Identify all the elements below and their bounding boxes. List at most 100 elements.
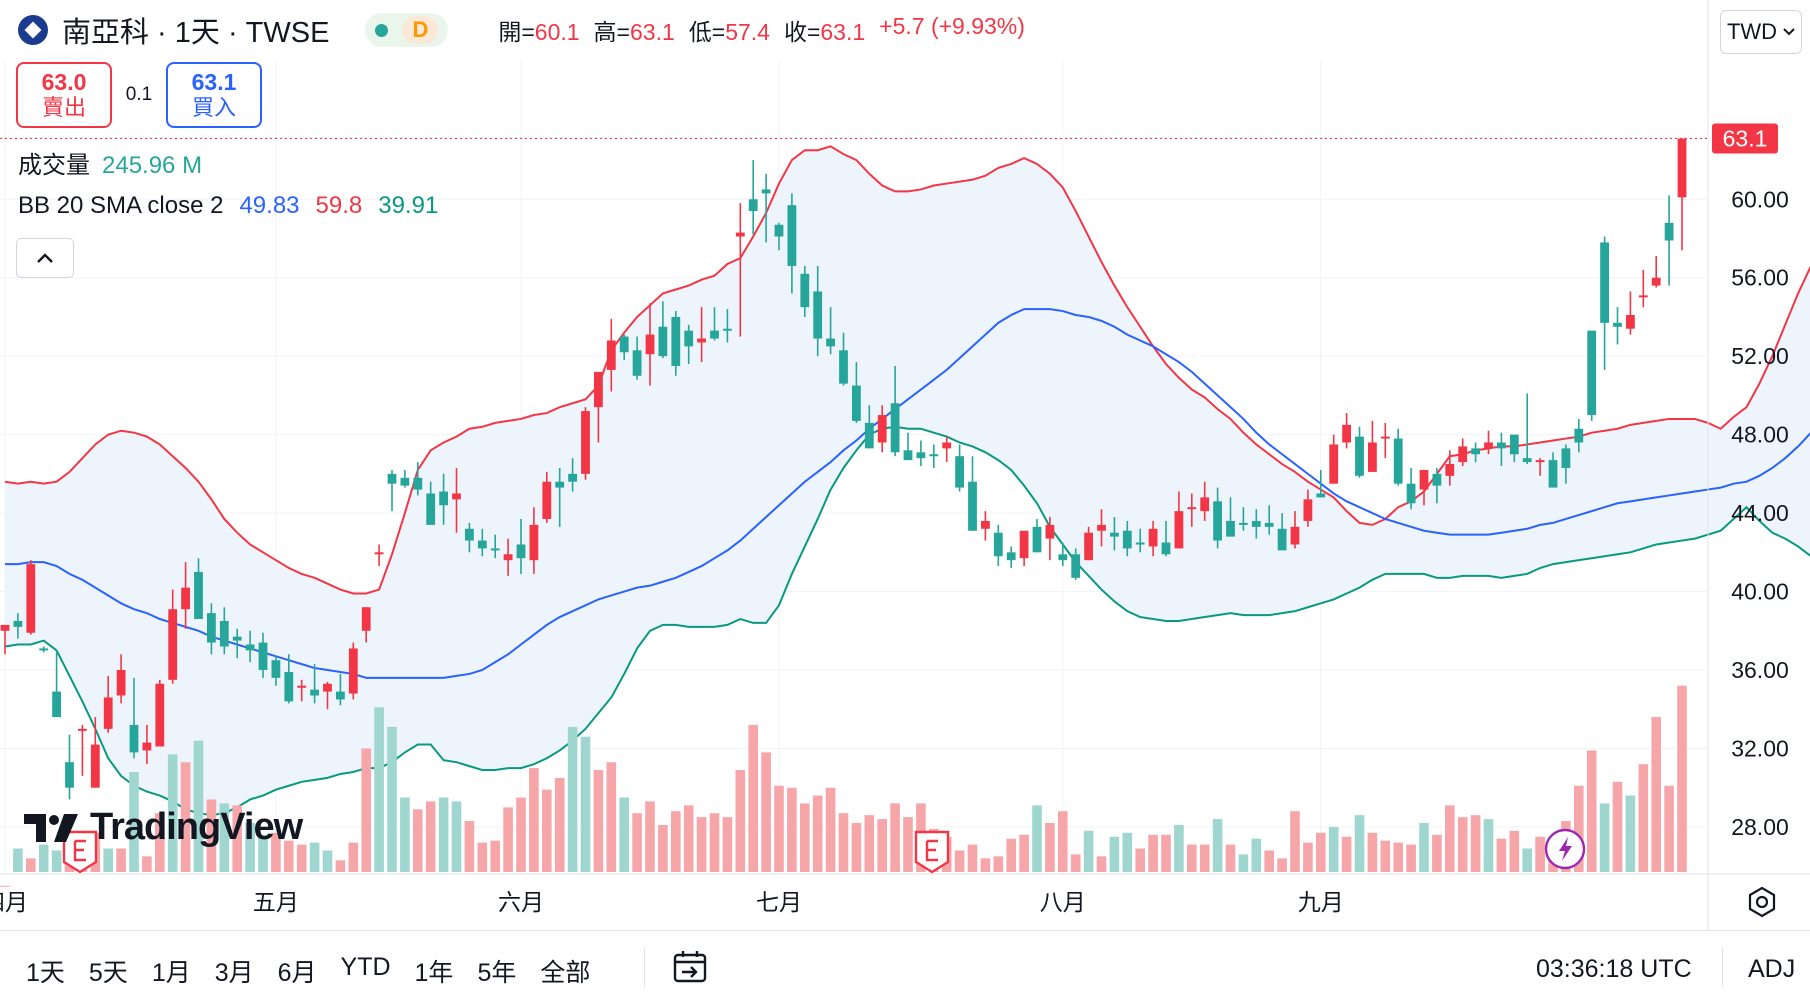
- candle: [826, 307, 835, 355]
- candle: [65, 734, 74, 800]
- volume-bar: [232, 805, 242, 872]
- candle-body: [955, 456, 964, 488]
- candle-body: [374, 552, 384, 555]
- candle-body: [323, 683, 332, 692]
- candle: [1677, 138, 1687, 251]
- adjustment-toggle[interactable]: ADJ: [1748, 955, 1796, 983]
- candle-body: [297, 685, 307, 688]
- range-6m[interactable]: 6月: [277, 959, 317, 987]
- volume-bar: [1354, 815, 1365, 872]
- candles: [0, 138, 1687, 800]
- candle: [877, 405, 887, 453]
- chart-header: 南亞科 · 1天 · TWSE D 開=60.1 高=63.1 低=57.4 收…: [18, 10, 1025, 50]
- candle-body: [477, 540, 487, 549]
- candle: [1458, 438, 1468, 467]
- candle: [103, 675, 113, 733]
- volume-bar: [155, 813, 165, 872]
- candle-body: [26, 564, 36, 633]
- volume-bar: [890, 803, 900, 872]
- candle: [1006, 546, 1016, 569]
- sell-button[interactable]: 63.0 賣出: [16, 62, 112, 128]
- candle-body: [542, 481, 552, 519]
- volume-bar: [1225, 844, 1236, 872]
- candle-body: [1471, 448, 1480, 455]
- candle: [1264, 505, 1274, 535]
- candle-body: [1497, 442, 1506, 449]
- candle: [813, 265, 823, 357]
- volume-bar: [1199, 844, 1210, 872]
- candle: [1587, 330, 1597, 421]
- ohlc-change: +5.7 (+9.93%): [879, 13, 1025, 39]
- candle-body: [452, 493, 461, 500]
- candle: [232, 628, 242, 659]
- volume-bar: [1341, 836, 1352, 872]
- candle: [671, 311, 681, 376]
- volume-bar: [1212, 819, 1223, 872]
- volume-bar: [1290, 811, 1300, 872]
- volume-bar: [683, 805, 694, 872]
- volume-bar: [1083, 830, 1094, 872]
- range-5d[interactable]: 5天: [88, 959, 128, 987]
- candle: [310, 664, 319, 704]
- candle-body: [1664, 222, 1674, 241]
- range-3m[interactable]: 3月: [214, 959, 254, 987]
- volume-bar: [1483, 819, 1494, 872]
- candle-body: [1587, 330, 1597, 416]
- candle: [400, 469, 410, 488]
- range-all[interactable]: 全部: [540, 959, 591, 987]
- utc-clock[interactable]: 03:36:18 UTC: [1536, 955, 1692, 983]
- volume-legend[interactable]: 成交量 245.96 M: [18, 152, 203, 179]
- volume-bar: [129, 772, 139, 872]
- bollinger-legend[interactable]: BB 20 SMA close 2 49.83 59.8 39.91: [18, 192, 439, 219]
- volume-bar: [1058, 811, 1068, 872]
- candle: [207, 603, 216, 655]
- candle-body: [555, 481, 565, 488]
- go-to-date-button[interactable]: [672, 949, 710, 993]
- candle: [774, 222, 784, 251]
- volume-bar: [1406, 844, 1416, 872]
- candle: [1329, 434, 1339, 484]
- candle: [1626, 291, 1635, 335]
- candle-body: [735, 232, 745, 237]
- candle: [1651, 256, 1661, 288]
- volume-bar: [438, 797, 449, 872]
- price-tick-label: 32.00: [1731, 735, 1789, 761]
- event-lightning-icon[interactable]: [1544, 828, 1586, 870]
- candle-body: [245, 644, 255, 651]
- candle-body: [1019, 530, 1029, 559]
- range-1m[interactable]: 1月: [151, 959, 191, 987]
- chart-settings-icon[interactable]: [1748, 886, 1776, 918]
- candle-body: [439, 491, 448, 506]
- range-5y[interactable]: 5年: [477, 959, 517, 987]
- range-1y[interactable]: 1年: [414, 959, 454, 987]
- candle: [916, 440, 926, 467]
- volume-bar: [993, 856, 1004, 872]
- volume-bar: [1677, 685, 1687, 872]
- volume-bar: [1148, 834, 1158, 872]
- candle-body: [1213, 501, 1222, 541]
- candle: [1187, 493, 1197, 527]
- currency-selector[interactable]: TWD: [1720, 10, 1802, 54]
- volume-bar: [1161, 834, 1171, 872]
- volume-bar: [709, 813, 720, 872]
- candle: [1380, 422, 1390, 459]
- candle: [1200, 481, 1210, 521]
- candle-body: [90, 744, 100, 788]
- candle: [258, 632, 268, 678]
- volume-bar: [1445, 805, 1455, 872]
- buy-button[interactable]: 63.1 買入: [166, 62, 262, 128]
- volume-bar: [967, 844, 978, 872]
- range-1d[interactable]: 1天: [26, 959, 65, 987]
- candle-body: [1432, 473, 1442, 486]
- volume-bar: [503, 807, 513, 872]
- range-ytd[interactable]: YTD: [340, 953, 391, 981]
- candle-body: [942, 442, 952, 449]
- volume-bar: [1599, 803, 1610, 872]
- collapse-legend-button[interactable]: [16, 238, 74, 278]
- volume-bar: [245, 823, 255, 872]
- market-status-pill[interactable]: D: [365, 13, 449, 47]
- symbol-title[interactable]: 南亞科 · 1天 · TWSE: [62, 17, 330, 49]
- candle-body: [181, 587, 190, 610]
- candle: [968, 456, 977, 531]
